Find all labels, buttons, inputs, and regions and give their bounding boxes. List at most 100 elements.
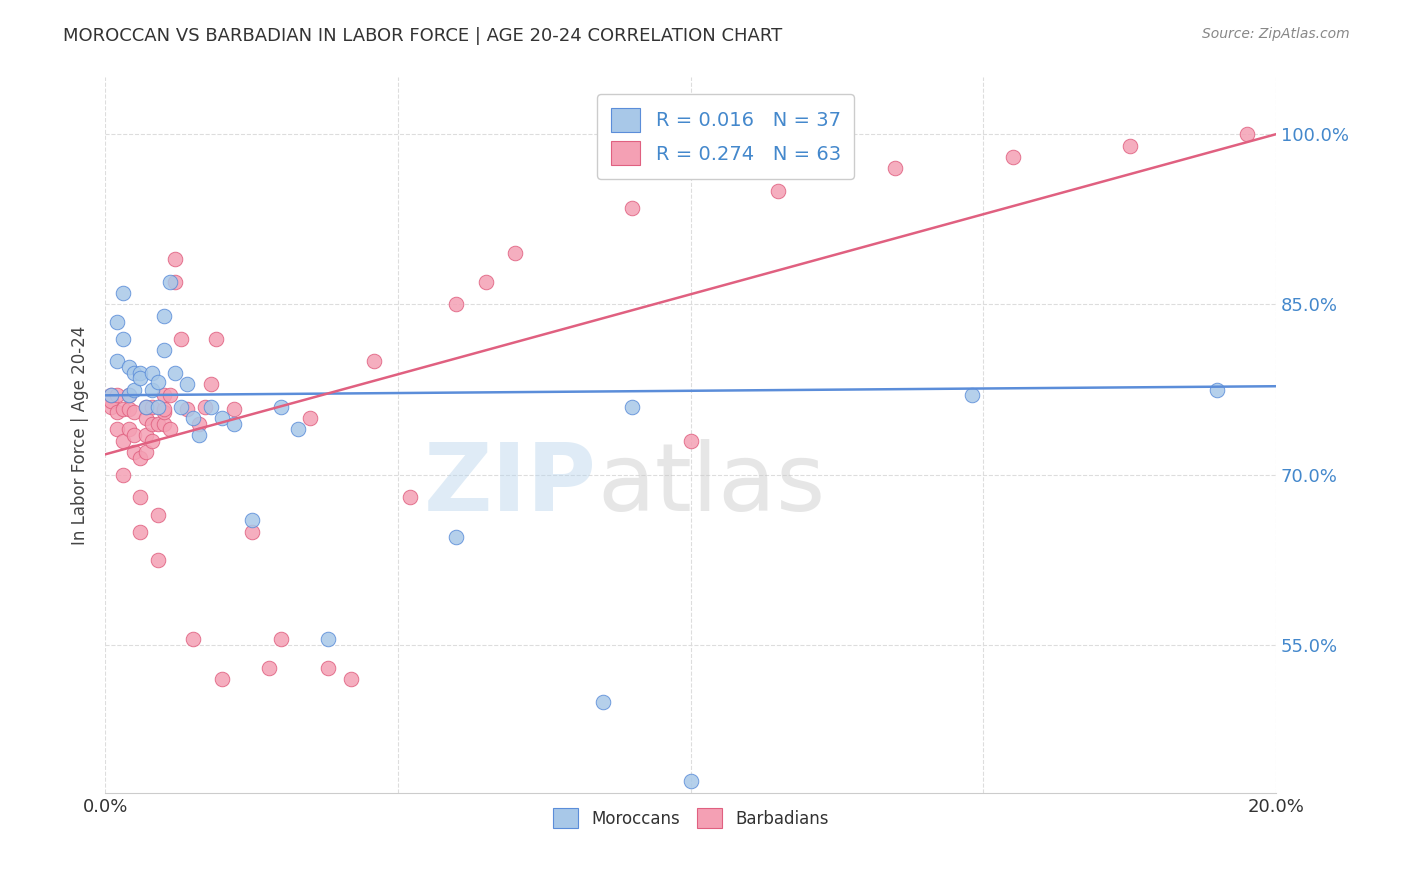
Point [135,445,157,459]
Point [316,661,339,675]
Point [211,411,233,425]
Point [111,434,134,448]
Point [621,400,644,414]
Point [117,359,139,374]
Point [287,422,309,436]
Point [117,388,139,402]
Point [270,632,292,647]
Point [146,508,169,522]
Point [592,695,614,709]
Point [200,376,222,391]
Point [152,309,174,323]
Point [129,491,152,505]
Point [105,405,128,419]
Text: ZIP: ZIP [425,439,598,531]
Point [141,400,163,414]
Point [152,401,174,416]
Y-axis label: In Labor Force | Age 20-24: In Labor Force | Age 20-24 [72,326,89,545]
Point [135,400,157,414]
Point [152,388,174,402]
Text: Source: ZipAtlas.com: Source: ZipAtlas.com [1202,27,1350,41]
Point [194,400,217,414]
Point [141,366,163,380]
Text: MOROCCAN VS BARBADIAN IN LABOR FORCE | AGE 20-24 CORRELATION CHART: MOROCCAN VS BARBADIAN IN LABOR FORCE | A… [63,27,783,45]
Point [316,632,339,647]
Point [159,275,181,289]
Point [105,354,128,368]
Point [141,417,163,431]
Point [141,434,163,448]
Point [146,400,169,414]
Point [503,246,526,260]
Point [152,417,174,431]
Point [257,661,280,675]
Point [446,297,468,311]
Point [129,371,152,385]
Point [768,184,790,198]
Point [398,491,420,505]
Point [135,411,157,425]
Point [111,286,134,301]
Point [884,161,907,176]
Point [170,332,193,346]
Point [152,343,174,357]
Point [124,383,146,397]
Point [340,672,363,686]
Point [181,632,204,647]
Point [141,383,163,397]
Point [446,530,468,544]
Point [129,524,152,539]
Point [100,388,122,402]
Point [621,201,644,215]
Point [222,417,245,431]
Point [105,388,128,402]
Point [105,314,128,328]
Point [211,672,233,686]
Point [117,388,139,402]
Point [240,524,263,539]
Point [100,388,122,402]
Point [474,275,496,289]
Point [299,411,322,425]
Point [111,467,134,482]
Point [165,252,187,266]
Point [135,428,157,442]
Point [117,401,139,416]
Point [679,434,702,448]
Point [146,553,169,567]
Point [187,417,209,431]
Point [181,411,204,425]
Point [100,394,122,409]
Point [129,450,152,465]
Point [146,417,169,431]
Point [240,513,263,527]
Point [176,401,198,416]
Point [222,401,245,416]
Point [124,405,146,419]
Point [187,428,209,442]
Point [270,400,292,414]
Point [124,445,146,459]
Point [170,400,193,414]
Point [124,366,146,380]
Point [105,422,128,436]
Point [129,366,152,380]
Point [165,275,187,289]
Point [111,401,134,416]
Point [146,375,169,389]
Point [159,388,181,402]
Point [165,366,187,380]
Point [363,354,385,368]
Point [679,774,702,789]
Point [200,400,222,414]
Legend: Moroccans, Barbadians: Moroccans, Barbadians [546,802,835,834]
Point [960,388,983,402]
Point [1236,127,1258,141]
Point [1118,138,1140,153]
Point [100,400,122,414]
Point [152,405,174,419]
Point [135,400,157,414]
Point [1001,150,1024,164]
Point [1206,383,1229,397]
Text: atlas: atlas [598,439,825,531]
